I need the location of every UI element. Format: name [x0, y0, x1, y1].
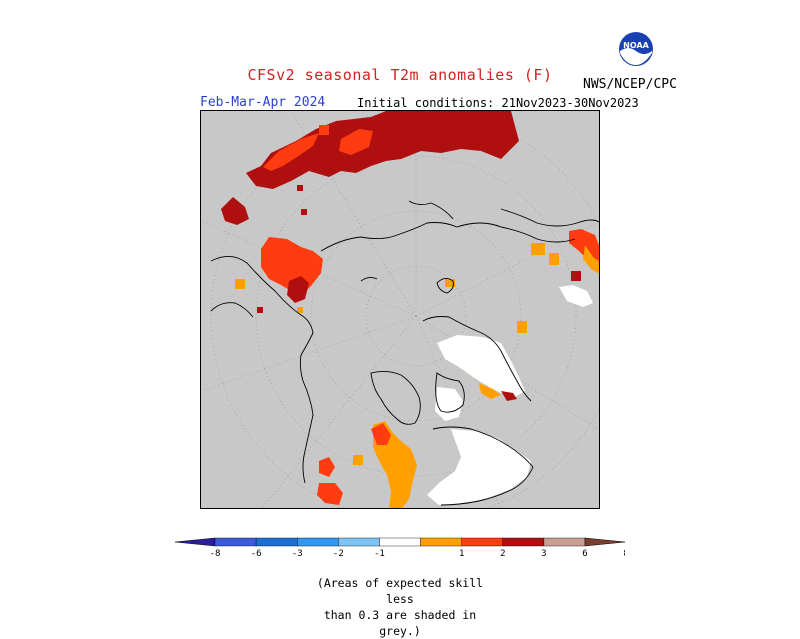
anomaly-eastern-canada [371, 421, 417, 508]
polar-map [200, 110, 600, 509]
legend-ticks: -8 -6 -3 -2 -1 1 2 3 6 8 [210, 549, 625, 559]
noaa-logo: NOAA [619, 32, 653, 66]
legend-tick-label: -2 [333, 549, 344, 559]
map-title: CFSv2 seasonal T2m anomalies (F) [247, 66, 553, 84]
color-legend: -8 -6 -3 -2 -1 1 2 3 6 8 [175, 537, 625, 559]
anomaly-alaska [221, 197, 323, 313]
skill-note: (Areas of expected skill less than 0.3 a… [300, 575, 500, 639]
anomaly-western-us [317, 455, 363, 505]
legend-bin [338, 537, 380, 547]
legend-tick-label: 2 [500, 549, 505, 559]
polar-map-svg [201, 111, 599, 508]
coastlines [210, 200, 599, 506]
near-normal-canada [427, 285, 593, 505]
skill-note-line-1: (Areas of expected skill less [316, 576, 484, 606]
legend-bin [461, 537, 503, 547]
legend-tick-label: 6 [582, 549, 587, 559]
legend-bin [255, 537, 298, 547]
legend-arrow-high [584, 537, 625, 547]
legend-arrow-low [175, 537, 216, 547]
legend-tick-label: -6 [251, 549, 262, 559]
skill-note-line-2: than 0.3 are shaded in grey.) [323, 608, 477, 638]
legend-tick-label: 8 [623, 549, 625, 559]
legend-bin [420, 537, 462, 547]
legend-tick-label: 3 [541, 549, 546, 559]
anomaly-siberia [246, 111, 519, 215]
legend-bin [543, 537, 586, 547]
anomaly-europe [445, 229, 599, 333]
legend-bins [214, 537, 586, 547]
initial-conditions-label: Initial conditions: 21Nov2023-30Nov2023 [357, 96, 639, 110]
legend-bin [214, 537, 257, 547]
agency-label: NWS/NCEP/CPC [583, 77, 677, 92]
legend-bin [502, 537, 545, 547]
legend-tick-label: 1 [459, 549, 464, 559]
legend-tick-label: -1 [374, 549, 385, 559]
legend-bin [379, 537, 421, 547]
legend-tick-label: -8 [210, 549, 221, 559]
svg-text:NOAA: NOAA [623, 41, 649, 50]
legend-bin [297, 537, 339, 547]
legend-tick-label: -3 [292, 549, 303, 559]
season-label: Feb-Mar-Apr 2024 [200, 95, 326, 110]
